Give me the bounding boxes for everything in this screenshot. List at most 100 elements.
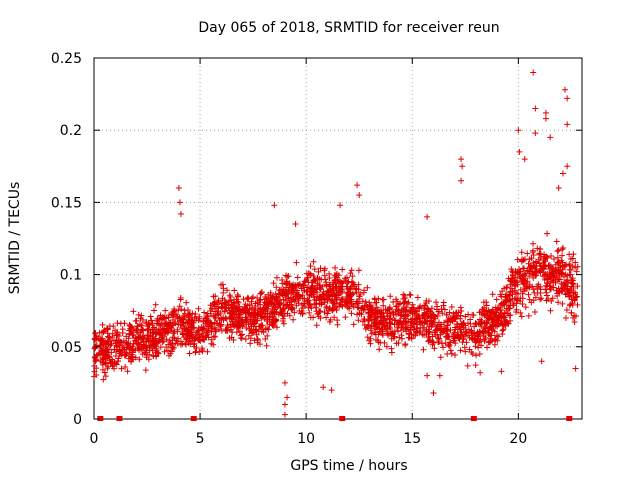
data-point (500, 300, 507, 307)
data-point (139, 351, 146, 358)
data-gap-marker (190, 416, 197, 421)
data-point (313, 322, 320, 329)
data-point (229, 329, 236, 336)
data-point (559, 246, 566, 253)
data-point (108, 349, 115, 356)
data-point (367, 325, 374, 332)
data-point (208, 336, 215, 343)
data-point (542, 271, 549, 278)
data-point (458, 308, 465, 315)
data-point (457, 326, 464, 333)
data-point (102, 373, 109, 380)
data-point (183, 299, 190, 306)
data-point (376, 346, 383, 353)
data-point (169, 334, 176, 341)
data-point (483, 320, 490, 327)
data-point (505, 306, 512, 313)
data-point (298, 307, 305, 314)
data-point (201, 336, 208, 343)
data-point (318, 294, 325, 301)
data-point (157, 322, 164, 329)
data-point (342, 314, 349, 321)
data-point (555, 299, 562, 306)
data-point-spike (555, 184, 562, 191)
data-point (332, 284, 339, 291)
data-point (538, 263, 545, 270)
data-point (271, 308, 278, 315)
data-point (98, 329, 105, 336)
data-point (498, 318, 505, 325)
data-point (462, 313, 469, 320)
data-point (447, 339, 454, 346)
data-point (354, 299, 361, 306)
data-point (350, 301, 357, 308)
data-point (486, 309, 493, 316)
data-point (307, 314, 314, 321)
data-point (215, 326, 222, 333)
data-point (371, 329, 378, 336)
data-point (489, 316, 496, 323)
data-point (374, 307, 381, 314)
data-point (543, 289, 550, 296)
data-point (459, 339, 466, 346)
data-point (484, 319, 491, 326)
data-gap-marker (339, 416, 346, 421)
data-point (370, 316, 377, 323)
data-point (214, 308, 221, 315)
data-point (476, 321, 483, 328)
data-point (264, 313, 271, 320)
data-point (262, 336, 269, 343)
data-point (390, 312, 397, 319)
data-point (508, 266, 515, 273)
data-point (536, 260, 543, 267)
data-point (222, 299, 229, 306)
data-point (330, 300, 337, 307)
data-point-outlier (320, 384, 327, 391)
data-point-spike (271, 202, 278, 209)
data-point (208, 305, 215, 312)
data-point (329, 305, 336, 312)
data-point (508, 285, 515, 292)
data-point (499, 301, 506, 308)
data-point (254, 300, 261, 307)
data-point (359, 318, 366, 325)
data-point (492, 307, 499, 314)
data-point (505, 302, 512, 309)
data-point (348, 292, 355, 299)
data-point (218, 303, 225, 310)
data-point (565, 288, 572, 295)
data-point (549, 295, 556, 302)
data-point (199, 348, 206, 355)
data-point (159, 315, 166, 322)
data-point (119, 330, 126, 337)
data-point (250, 329, 257, 336)
data-point (450, 330, 457, 337)
data-point (171, 306, 178, 313)
data-point (270, 280, 277, 287)
data-point (482, 325, 489, 332)
data-point (524, 267, 531, 274)
data-point (99, 335, 106, 342)
plot-frame (93, 57, 583, 420)
data-point (259, 326, 266, 333)
data-point (178, 306, 185, 313)
data-point (142, 367, 149, 374)
data-point (126, 345, 133, 352)
data-point (399, 306, 406, 313)
data-point (520, 265, 526, 272)
data-point (235, 308, 242, 315)
data-point (386, 316, 393, 323)
data-point (354, 311, 361, 318)
data-point (323, 304, 330, 311)
data-point (123, 351, 130, 358)
data-point (514, 290, 521, 297)
data-point (530, 297, 537, 304)
data-point (542, 286, 549, 293)
data-point (231, 287, 238, 294)
data-point (526, 281, 533, 288)
data-point (555, 285, 562, 292)
data-point (422, 302, 429, 309)
data-point (371, 295, 378, 302)
x-tick-label: 15 (403, 431, 421, 447)
data-point (248, 295, 255, 302)
